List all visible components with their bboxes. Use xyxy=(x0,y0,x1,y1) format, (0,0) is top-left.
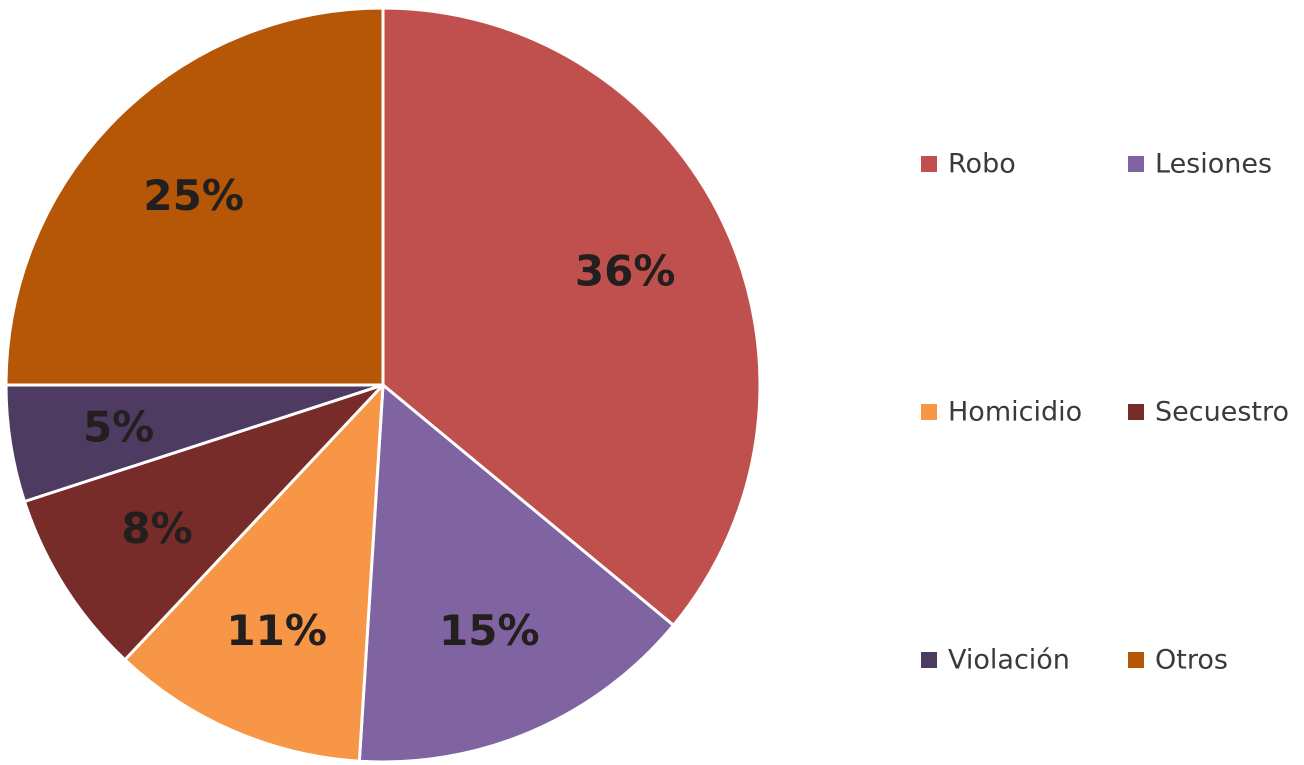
value-label-secuestro: 8% xyxy=(121,504,192,553)
legend-item-otros: Otros xyxy=(1128,645,1228,676)
legend-swatch-robo xyxy=(921,156,937,172)
pie-slices xyxy=(4,6,762,764)
legend-swatch-secuestro xyxy=(1128,404,1144,420)
pie-slice-otros xyxy=(4,6,385,387)
legend-label-secuestro: Secuestro xyxy=(1155,397,1289,428)
legend-item-secuestro: Secuestro xyxy=(1128,397,1289,428)
value-label-robo: 36% xyxy=(575,247,676,296)
legend-swatch-homicidio xyxy=(921,404,937,420)
legend-label-lesiones: Lesiones xyxy=(1155,149,1272,180)
legend-item-violacion: Violación xyxy=(921,645,1070,676)
legend: Robo Lesiones Homicidio Secuestro Violación O… xyxy=(921,149,1289,676)
legend-label-robo: Robo xyxy=(948,149,1016,180)
value-label-violacion: 5% xyxy=(83,402,154,451)
value-label-homicidio: 11% xyxy=(226,606,327,655)
legend-swatch-otros xyxy=(1128,652,1144,668)
pie-slice-secuestro xyxy=(22,383,385,662)
value-label-lesiones: 15% xyxy=(439,606,540,655)
legend-label-violacion: Violación xyxy=(948,645,1070,676)
legend-swatch-lesiones xyxy=(1128,156,1144,172)
legend-item-lesiones: Lesiones xyxy=(1128,149,1272,180)
pie-slice-lesiones xyxy=(357,383,675,764)
legend-swatch-violacion xyxy=(921,652,937,668)
legend-label-otros: Otros xyxy=(1155,645,1228,676)
value-label-otros: 25% xyxy=(143,171,244,220)
pie-slice-robo xyxy=(381,6,762,627)
legend-item-homicidio: Homicidio xyxy=(921,397,1082,428)
pie-value-labels: 36% 15% 11% 8% 5% 25% xyxy=(83,171,676,655)
pie-slice-homicidio xyxy=(123,383,385,763)
legend-label-homicidio: Homicidio xyxy=(948,397,1082,428)
legend-item-robo: Robo xyxy=(921,149,1016,180)
